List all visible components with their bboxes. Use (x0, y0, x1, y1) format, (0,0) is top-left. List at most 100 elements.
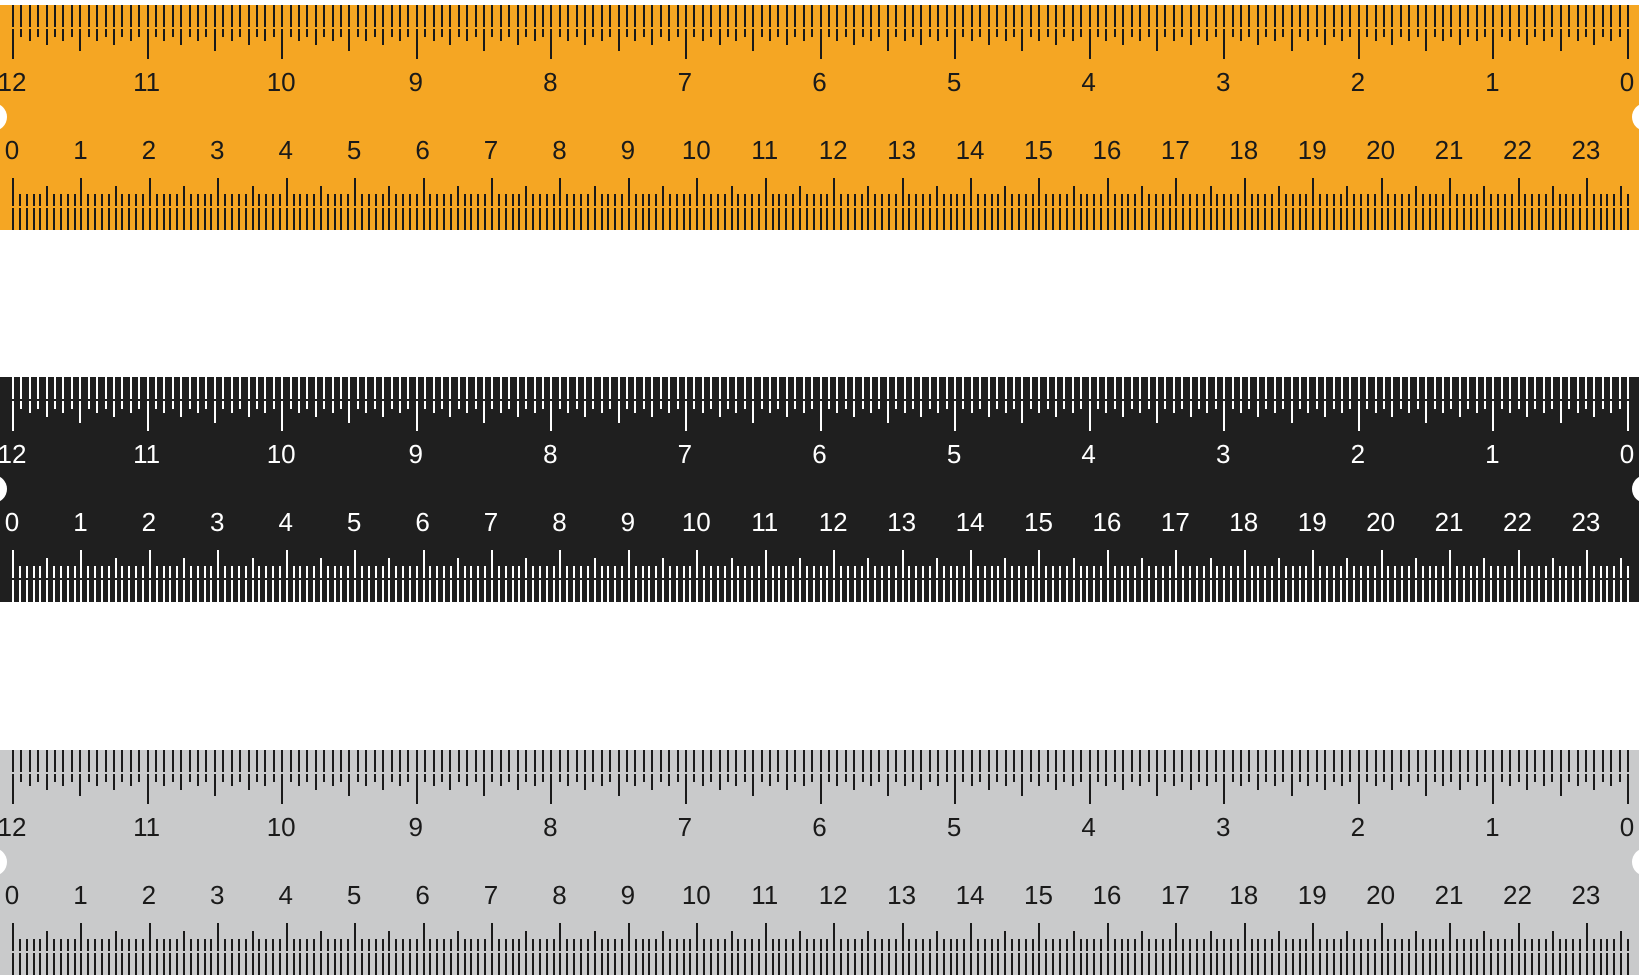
tick-fine-top (1038, 5, 1040, 27)
tick-inch (820, 401, 822, 431)
tick-cm (19, 194, 21, 206)
tick-cm (101, 939, 103, 951)
tick-fine-bottom (183, 208, 185, 230)
tick-inch (1383, 774, 1385, 782)
tick-fine-bottom (936, 953, 938, 975)
tick-cm (861, 566, 863, 578)
tick-inch (988, 29, 990, 45)
tick-fine-bottom (53, 953, 55, 975)
tick-cm (710, 566, 712, 578)
tick-cm (874, 939, 876, 951)
tick-fine-bottom (94, 953, 96, 975)
tick-fine-bottom (881, 580, 883, 602)
tick-fine-bottom (614, 953, 616, 975)
tick-fine-top (1021, 377, 1023, 399)
tick-cm (1340, 194, 1342, 206)
tick-fine-bottom (382, 953, 384, 975)
tick-cm (1545, 194, 1547, 206)
tick-fine-bottom (854, 953, 856, 975)
tick-inch (1383, 401, 1385, 409)
tick-fine-top (138, 377, 140, 399)
tick-inch (1139, 401, 1141, 413)
tick-inch (769, 774, 771, 786)
tick-fine-bottom (1292, 580, 1294, 602)
tick-cm (717, 194, 719, 206)
tick-fine-bottom (1449, 953, 1451, 975)
tick-cm (320, 931, 322, 951)
tick-fine-bottom (1565, 208, 1567, 230)
tick-inch (1139, 29, 1141, 41)
tick-cm (1230, 566, 1232, 578)
tick-fine-top (466, 377, 468, 399)
inch-number: 12 (0, 812, 26, 843)
tick-fine-top (222, 5, 224, 27)
tick-fine-top (710, 750, 712, 772)
tick-fine-top (719, 377, 721, 399)
tick-inch (1543, 401, 1545, 413)
tick-fine-bottom (778, 580, 780, 602)
tick-cm (683, 566, 685, 578)
tick-inch (1375, 774, 1377, 786)
tick-fine-bottom (258, 208, 260, 230)
tick-fine-bottom (108, 208, 110, 230)
tick-fine-bottom (279, 208, 281, 230)
tick-inch (1080, 401, 1082, 409)
tick-cm (347, 939, 349, 951)
tick-fine-bottom (1415, 580, 1417, 602)
tick-cm (1394, 194, 1396, 206)
tick-fine-bottom (1011, 953, 1013, 975)
tick-fine-top (105, 750, 107, 772)
tick-fine-top (769, 750, 771, 772)
cm-number: 6 (415, 507, 429, 538)
tick-cm (867, 931, 869, 951)
tick-fine-top (685, 750, 687, 772)
tick-inch (567, 774, 569, 786)
tick-fine-top (1324, 377, 1326, 399)
tick-cm (1278, 186, 1280, 206)
cm-number: 18 (1229, 135, 1258, 166)
tick-inch (609, 29, 611, 37)
tick-cm (1264, 566, 1266, 578)
tick-fine-bottom (621, 953, 623, 975)
tick-fine-top (660, 5, 662, 27)
tick-fine-top (820, 750, 822, 772)
tick-fine-top (1627, 377, 1629, 399)
tick-fine-top (1408, 5, 1410, 27)
tick-inch (147, 774, 149, 804)
tick-fine-bottom (744, 953, 746, 975)
tick-cm (1237, 194, 1239, 206)
tick-fine-bottom (929, 580, 931, 602)
tick-cm (970, 178, 972, 206)
tick-cm (1415, 558, 1417, 578)
tick-fine-bottom (1593, 580, 1595, 602)
tick-fine-top (592, 750, 594, 772)
tick-fine-bottom (135, 580, 137, 602)
tick-cm (792, 566, 794, 578)
tick-cm (1230, 194, 1232, 206)
tick-fine-bottom (1004, 208, 1006, 230)
tick-cm (60, 939, 62, 951)
tick-fine-bottom (1483, 208, 1485, 230)
tick-cm (1394, 566, 1396, 578)
tick-fine-bottom (1237, 580, 1239, 602)
tick-cm (607, 566, 609, 578)
tick-cm (1319, 566, 1321, 578)
tick-fine-bottom (1148, 953, 1150, 975)
tick-inch (1198, 29, 1200, 37)
tick-fine-top (1593, 750, 1595, 772)
tick-inch (1274, 401, 1276, 413)
tick-inch (1148, 29, 1150, 37)
tick-fine-bottom (539, 208, 541, 230)
tick-fine-bottom (573, 580, 575, 602)
tick-inch (475, 774, 477, 782)
tick-inch (113, 29, 115, 45)
tick-cm (1271, 566, 1273, 578)
tick-fine-bottom (847, 208, 849, 230)
tick-cm (655, 939, 657, 951)
tick-inch (197, 401, 199, 413)
tick-cm (525, 931, 527, 951)
tick-fine-top (1080, 377, 1082, 399)
tick-cm (1346, 931, 1348, 951)
cm-number: 8 (552, 880, 566, 911)
tick-fine-bottom (368, 580, 370, 602)
